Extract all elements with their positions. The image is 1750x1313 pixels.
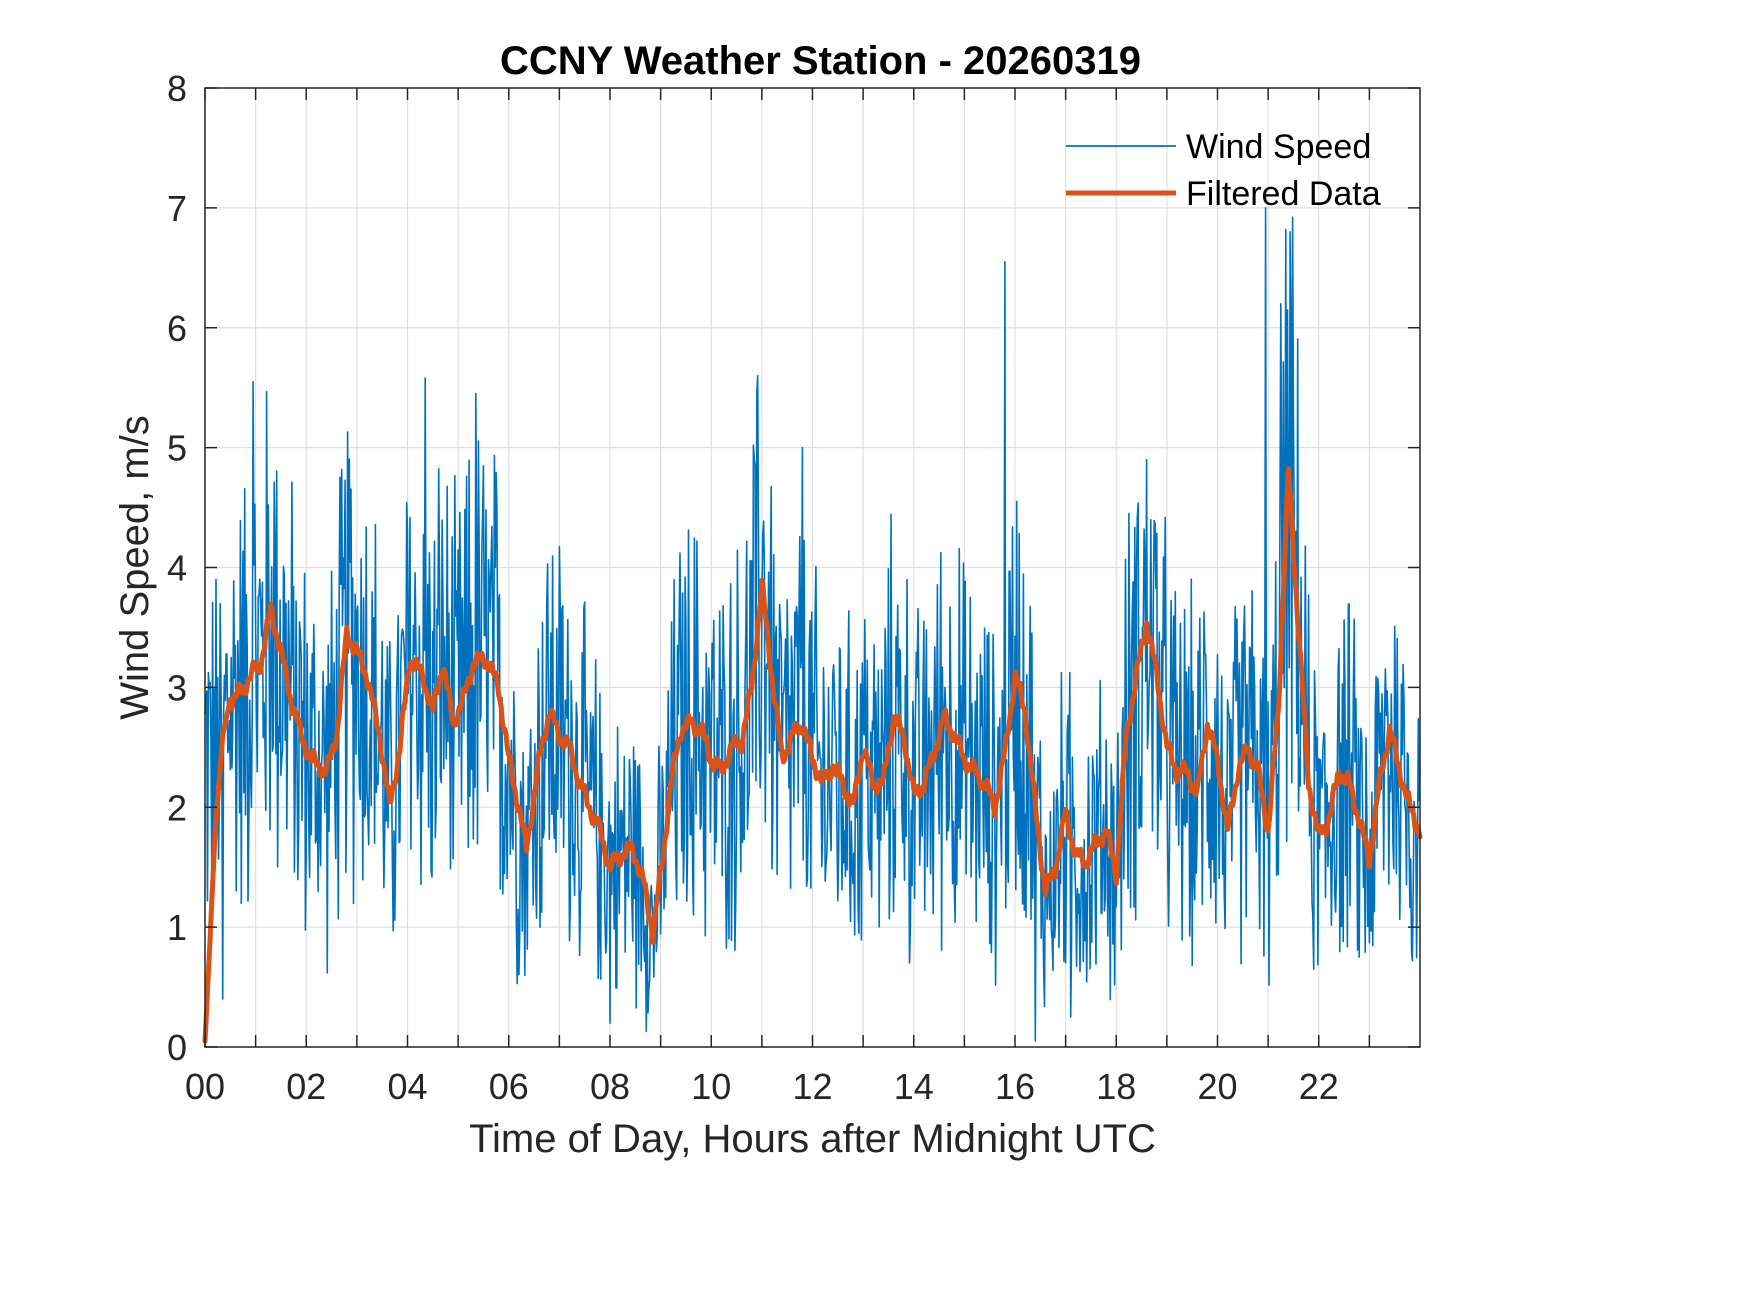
x-tick-label: 20 — [1197, 1066, 1237, 1107]
x-tick-label: 14 — [894, 1066, 934, 1107]
legend-label: Wind Speed — [1186, 128, 1371, 166]
axis-ticks — [204, 87, 1420, 1048]
y-tick-label: 2 — [167, 787, 187, 828]
legend-label: Filtered Data — [1186, 175, 1381, 213]
y-tick-label: 4 — [167, 548, 187, 589]
x-tick-label: 00 — [185, 1066, 225, 1107]
wind-speed-series — [204, 207, 1420, 1042]
y-tick-label: 1 — [167, 907, 187, 948]
x-tick-labels: 00 02 04 06 08 10 12 14 16 18 20 22 — [185, 1066, 1339, 1107]
x-tick-label: 12 — [792, 1066, 832, 1107]
y-tick-label: 5 — [167, 428, 187, 469]
x-tick-label: 08 — [590, 1066, 630, 1107]
legend-item: Filtered Data — [1066, 175, 1381, 213]
y-tick-labels: 0 1 2 3 4 5 6 7 8 — [167, 68, 187, 1068]
x-tick-label: 04 — [387, 1066, 427, 1107]
y-tick-label: 8 — [167, 68, 187, 109]
y-tick-label: 7 — [167, 188, 187, 229]
x-tick-label: 18 — [1096, 1066, 1136, 1107]
y-tick-label: 3 — [167, 667, 187, 708]
x-tick-label: 06 — [489, 1066, 529, 1107]
x-axis-label: Time of Day, Hours after Midnight UTC — [469, 1117, 1156, 1161]
legend-item: Wind Speed — [1066, 128, 1371, 166]
legend: Wind Speed Filtered Data — [1066, 128, 1381, 213]
x-tick-label: 02 — [286, 1066, 326, 1107]
x-tick-label: 22 — [1299, 1066, 1339, 1107]
filtered-data-series — [202, 466, 1423, 1044]
y-tick-label: 0 — [167, 1027, 187, 1068]
x-tick-label: 10 — [691, 1066, 731, 1107]
x-tick-label: 16 — [995, 1066, 1035, 1107]
wind-speed-line — [204, 207, 1420, 1042]
y-tick-label: 6 — [167, 308, 187, 349]
filtered-data-line — [202, 466, 1423, 1044]
chart-title: CCNY Weather Station - 20260319 — [500, 39, 1141, 83]
y-axis-label: Wind Speed, m/s — [113, 415, 157, 720]
